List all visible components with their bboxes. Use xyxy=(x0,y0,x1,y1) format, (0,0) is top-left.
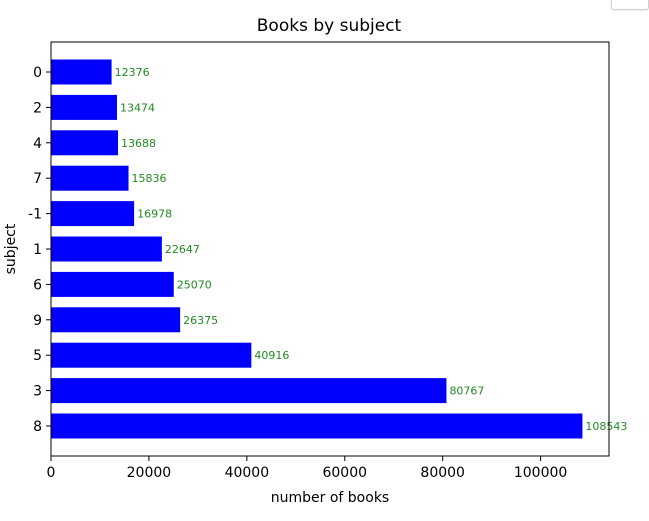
corner-tab-button[interactable] xyxy=(611,0,649,10)
x-tick-label: 60000 xyxy=(322,465,367,481)
bar-1 xyxy=(51,236,162,262)
bars xyxy=(51,59,583,439)
x-tick-label: 40000 xyxy=(225,465,270,481)
x-axis-ticks: 0 20000 40000 60000 80000 100000 xyxy=(47,456,567,481)
y-tick-label: 9 xyxy=(33,313,42,329)
y-tick-label: 3 xyxy=(33,384,42,400)
y-tick-label: 5 xyxy=(33,348,42,364)
x-tick-label: 100000 xyxy=(514,465,567,481)
bar-value-label: 26375 xyxy=(183,314,218,327)
bar-value-label: 108543 xyxy=(585,420,627,433)
bar-value-label: 15836 xyxy=(132,172,167,185)
bar-value-label: 25070 xyxy=(177,278,212,291)
y-tick-label: 8 xyxy=(33,419,42,435)
bar-value-label: 13474 xyxy=(120,101,155,114)
chart-title: Books by subject xyxy=(257,16,402,36)
y-tick-label: 6 xyxy=(33,277,42,293)
y-tick-label: 0 xyxy=(33,65,42,81)
bar-0 xyxy=(51,59,112,85)
bar-value-label: 13688 xyxy=(121,137,156,150)
y-axis-ticks: 0 2 4 7 -1 1 6 9 5 3 8 xyxy=(28,65,51,435)
y-tick-label: 1 xyxy=(33,242,42,258)
y-axis-label: subject xyxy=(3,223,19,274)
bar--1 xyxy=(51,201,135,227)
bar-8 xyxy=(51,413,583,439)
bar-6 xyxy=(51,271,174,297)
bar-2 xyxy=(51,94,117,120)
x-tick-label: 20000 xyxy=(127,465,172,481)
x-tick-label: 0 xyxy=(47,465,56,481)
bar-9 xyxy=(51,307,181,333)
y-tick-label: 7 xyxy=(33,171,42,187)
y-tick-label: 4 xyxy=(33,136,42,152)
bar-5 xyxy=(51,342,252,368)
bar-7 xyxy=(51,165,129,191)
bar-value-label: 22647 xyxy=(165,243,200,256)
y-tick-label: 2 xyxy=(33,100,42,116)
x-tick-label: 80000 xyxy=(420,465,465,481)
bar-value-label: 40916 xyxy=(254,349,289,362)
bar-value-label: 12376 xyxy=(115,66,150,79)
y-tick-label: -1 xyxy=(28,207,42,223)
x-axis-label: number of books xyxy=(271,490,389,506)
bar-4 xyxy=(51,130,119,156)
bar-value-label: 16978 xyxy=(137,208,172,221)
value-labels: 12376 13474 13688 15836 16978 22647 25070 26375… xyxy=(115,66,628,433)
bar-value-label: 80767 xyxy=(449,385,484,398)
bar-3 xyxy=(51,378,447,404)
